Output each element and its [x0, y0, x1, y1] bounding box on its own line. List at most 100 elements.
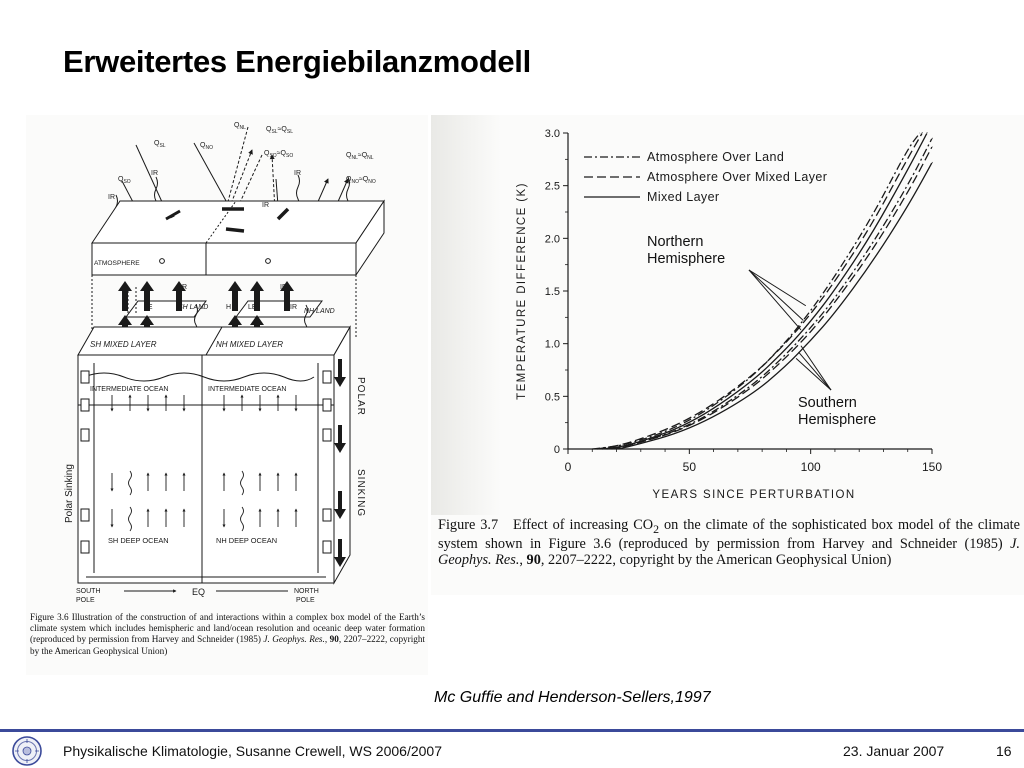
box-model-figure: QNL QSL≈QSL QSL QNO QSO≈QSO QNL≈QNL QSO … [26, 115, 428, 675]
caption-37-volume: 90 [526, 552, 541, 569]
annotation-pointer [748, 269, 804, 321]
q-so-eq-rhs-sub: SO [286, 153, 293, 159]
legend-label: Atmosphere Over Land [647, 150, 784, 164]
svg-text:QNO: QNO [200, 142, 213, 151]
x-tick-label: 50 [683, 460, 697, 474]
ir-label-6: IR [280, 284, 287, 291]
q-nl-eq-label: Q [346, 152, 352, 159]
ir-label-1: IR [151, 170, 158, 177]
legend-item: Atmosphere Over Land [584, 150, 784, 164]
footer-date: 23. Januar 2007 [843, 743, 945, 759]
sh-deep-ocean-label: SH DEEP OCEAN [108, 536, 169, 545]
chart-series [592, 132, 933, 450]
q-sl-top-eq-sub: SL [287, 129, 293, 135]
annotation-pointer [748, 269, 807, 307]
series-curve [596, 132, 923, 450]
svg-text:QSL: QSL [154, 140, 166, 149]
y-tick-label: 1.5 [545, 286, 560, 298]
series-curve [611, 146, 933, 450]
source-citation: Mc Guffie and Henderson-Sellers,1997 [434, 689, 711, 706]
y-tick-label: 1.0 [545, 339, 560, 351]
polar-sinking-left-label: Polar Sinking [64, 464, 75, 523]
eq-label: EQ [192, 587, 205, 597]
chart-annotations: Northern Hemisphere Southern Hemisphere [647, 234, 876, 428]
y-tick-label: 0 [554, 444, 560, 456]
caption-37-label: Figure 3.7 [438, 517, 499, 533]
q-so-eq-label: Q [264, 150, 270, 157]
legend-item: Atmosphere Over Mixed Layer [584, 170, 827, 184]
caption-37-text-3: , 2207–2222, copyright by the American G… [540, 552, 892, 569]
q-sl-top-sub: SL [271, 129, 277, 135]
svg-text:QNL≈QNL: QNL≈QNL [346, 152, 374, 161]
q-no-eq-rhs: ≈Q [359, 176, 369, 183]
svg-text:QSL≈QSL: QSL≈QSL [266, 126, 293, 135]
svg-text:QNL: QNL [234, 122, 246, 131]
q-so-sub: SO [123, 179, 130, 185]
atmosphere-box [91, 199, 385, 277]
series-curve [616, 161, 933, 450]
footer-course: Physikalische Klimatologie, Susanne Crew… [63, 743, 442, 759]
slide-title: Erweitertes Energiebilanzmodell [63, 44, 531, 79]
ir-label-7: IR [290, 304, 297, 311]
temperature-difference-chart: 0 0.5 1.0 1.5 2.0 2.5 3.0 0 50 100 150 YEARS SINCE … [516, 128, 942, 501]
ocean-exchange-arrows [110, 394, 298, 532]
le-label-1: LE [144, 304, 153, 311]
q-sl-label: Q [154, 140, 160, 147]
heat-flux-arrows [118, 281, 294, 341]
y-tick-label: 3.0 [545, 128, 560, 140]
annotation-pointer [795, 358, 832, 391]
legend-label: Mixed Layer [647, 190, 720, 204]
q-no-eq-sub: NO [351, 179, 359, 185]
box-model-diagram: QNL QSL≈QSL QSL QNO QSO≈QSO QNL≈QNL QSO … [64, 122, 385, 604]
northern-hemisphere-label-1: Northern [647, 234, 703, 250]
y-tick-label: 2.5 [545, 181, 560, 193]
q-no-label: Q [200, 142, 206, 149]
x-tick-label: 100 [801, 460, 821, 474]
caption-37-text-1: Effect of increasing CO [513, 517, 654, 533]
y-tick-label: 0.5 [545, 391, 560, 403]
sh-land-label: SH LAND [178, 304, 208, 311]
q-no-eq-label: Q [346, 176, 352, 183]
ir-label-2: IR [294, 170, 301, 177]
q-nl-eq-rhs: ≈Q [358, 152, 368, 159]
q-sl-top-eq: ≈Q [278, 126, 288, 133]
legend-label: Atmosphere Over Mixed Layer [647, 170, 827, 184]
figure-3-6-caption: Figure 3.6 Illustration of the construct… [30, 612, 425, 657]
legend-item: Mixed Layer [584, 190, 720, 204]
q-nl-eq-sub: NL [351, 155, 358, 161]
temperature-chart-figure: 0 0.5 1.0 1.5 2.0 2.5 3.0 0 50 100 150 YEARS SINCE … [431, 115, 1024, 595]
ir-label-5: IR [180, 284, 187, 291]
north-pole-label: POLE [296, 597, 315, 604]
caption-37-journal: J. Geophys. Res. [438, 536, 1020, 569]
page-number: 16 [996, 743, 1012, 759]
q-so-label: Q [118, 176, 124, 183]
ir-label-4: IR [262, 202, 269, 209]
chart-axes: 0 0.5 1.0 1.5 2.0 2.5 3.0 0 50 100 150 YEARS SINCE … [516, 128, 942, 501]
footer-divider [0, 729, 1024, 732]
chart-legend: Atmosphere Over Land Atmosphere Over Mixe… [584, 150, 827, 204]
south-label: SOUTH [76, 588, 101, 595]
caption-36-journal: J. Geophys. Res. [263, 634, 325, 645]
svg-text:QSO≈QSO: QSO≈QSO [264, 150, 293, 159]
q-nl-eq-rhs-sub: NL [367, 155, 374, 161]
southern-hemisphere-label-1: Southern [798, 395, 857, 411]
q-nl-label: Q [234, 122, 240, 129]
diagram-labels: QNL QSL≈QSL QSL QNO QSO≈QSO QNL≈QNL QSO … [64, 122, 376, 604]
sh-mixed-layer-label: SH MIXED LAYER [90, 340, 157, 349]
y-tick-label: 2.0 [545, 233, 560, 245]
nh-mixed-layer-label: NH MIXED LAYER [216, 340, 283, 349]
series-curve [592, 132, 921, 450]
northern-hemisphere-label-2: Hemisphere [647, 251, 725, 267]
annotation-pointer [798, 351, 832, 391]
nh-deep-ocean-label: NH DEEP OCEAN [216, 536, 277, 545]
caption-37-sub: 2 [653, 521, 660, 536]
q-sl-top-label: Q [266, 126, 272, 133]
caption-36-text-1: Figure 3.6 Illustration of the construct… [30, 612, 425, 645]
h-label-1: H [122, 304, 127, 311]
le-label-2: LE [248, 304, 257, 311]
southern-hemisphere-label-2: Hemisphere [798, 412, 876, 428]
ocean-box [77, 325, 351, 585]
annotation-pointer [800, 345, 832, 391]
caption-36-volume: 90 [329, 634, 339, 645]
caption-37-text-2: on the climate of the sophisticated box … [438, 517, 1020, 553]
